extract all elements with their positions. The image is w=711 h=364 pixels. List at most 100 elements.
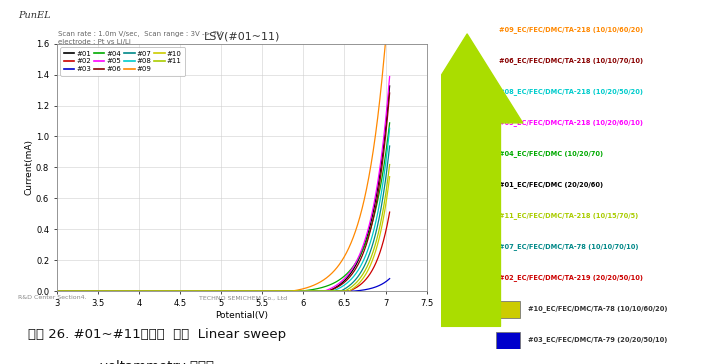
#09: [343, 249, 351, 253]
#04: [379, 169, 387, 173]
#03: [343, 289, 351, 293]
Text: #02_EC/FEC/DMC/TA-219 (20/20/50/10): #02_EC/FEC/DMC/TA-219 (20/20/50/10): [498, 274, 643, 281]
#10: [90, 289, 99, 293]
#08: [90, 289, 99, 293]
Text: TECHNO SEMICHEM Co., Ltd: TECHNO SEMICHEM Co., Ltd: [199, 295, 287, 300]
Line: #07: #07: [57, 146, 390, 291]
#09: [382, 34, 390, 38]
#07: [195, 289, 203, 293]
#11: [195, 289, 203, 293]
#07: [385, 144, 394, 148]
#05: [180, 289, 188, 293]
Text: #11_EC/FEC/DMC/TA-218 (10/15/70/5): #11_EC/FEC/DMC/TA-218 (10/15/70/5): [498, 212, 638, 219]
#02: [90, 289, 99, 293]
#04: [110, 289, 119, 293]
#04: [195, 289, 203, 293]
#05: [90, 289, 99, 293]
#08: [110, 289, 119, 293]
#03: [379, 281, 387, 286]
Text: #10_EC/FEC/DMC/TA-78 (10/10/60/20): #10_EC/FEC/DMC/TA-78 (10/10/60/20): [528, 305, 667, 312]
#03: [195, 289, 203, 293]
Legend: #01, #02, #03, #04, #05, #06, #07, #08, #09, #10, #11: #01, #02, #03, #04, #05, #06, #07, #08, …: [60, 47, 185, 76]
Text: voltammetry 그래프: voltammetry 그래프: [100, 360, 213, 364]
#05: [379, 141, 387, 145]
#08: [53, 289, 61, 293]
#11: [110, 289, 119, 293]
#01: [379, 148, 387, 152]
#07: [53, 289, 61, 293]
#10: [379, 218, 387, 222]
#07: [343, 285, 351, 289]
#01: [385, 84, 394, 88]
#02: [180, 289, 188, 293]
#11: [385, 162, 394, 167]
Y-axis label: Current(mA): Current(mA): [24, 139, 33, 195]
Line: #04: #04: [57, 123, 390, 291]
#01: [90, 289, 99, 293]
Text: #03_EC/FEC/DMC/TA-79 (20/20/50/10): #03_EC/FEC/DMC/TA-79 (20/20/50/10): [528, 336, 667, 343]
Line: #03: #03: [57, 278, 390, 291]
X-axis label: Potential(V): Potential(V): [215, 310, 268, 320]
Text: #09_EC/FEC/DMC/TA-218 (10/10/60/20): #09_EC/FEC/DMC/TA-218 (10/10/60/20): [498, 26, 643, 33]
Text: #07_EC/FEC/DMC/TA-78 (10/10/70/10): #07_EC/FEC/DMC/TA-78 (10/10/70/10): [498, 244, 638, 250]
#10: [53, 289, 61, 293]
Text: electrode : Pt vs Li/Li: electrode : Pt vs Li/Li: [58, 39, 131, 45]
#02: [110, 289, 119, 293]
Text: PunEL: PunEL: [18, 11, 50, 20]
#07: [90, 289, 99, 293]
#02: [343, 289, 351, 293]
#09: [90, 289, 99, 293]
#06: [110, 289, 119, 293]
#11: [343, 288, 351, 292]
#02: [53, 289, 61, 293]
#06: [180, 289, 188, 293]
Line: #02: #02: [57, 212, 390, 291]
Bar: [496, 301, 520, 318]
#08: [343, 281, 351, 285]
#07: [379, 194, 387, 198]
#06: [90, 289, 99, 293]
#01: [343, 276, 351, 280]
Line: #11: #11: [57, 165, 390, 291]
#04: [90, 289, 99, 293]
#05: [385, 74, 394, 79]
Text: #04_EC/FEC/DMC (10/20/70): #04_EC/FEC/DMC (10/20/70): [498, 150, 603, 157]
#03: [110, 289, 119, 293]
Text: R&D Center Section4.: R&D Center Section4.: [18, 295, 87, 300]
#03: [90, 289, 99, 293]
#07: [110, 289, 119, 293]
#06: [343, 277, 351, 282]
#11: [180, 289, 188, 293]
#02: [195, 289, 203, 293]
#03: [180, 289, 188, 293]
Line: #05: #05: [57, 76, 390, 291]
#11: [53, 289, 61, 293]
FancyArrowPatch shape: [412, 34, 523, 327]
#03: [53, 289, 61, 293]
Line: #08: #08: [57, 128, 390, 291]
Line: #06: #06: [57, 93, 390, 291]
#06: [385, 91, 394, 95]
#05: [195, 289, 203, 293]
#06: [53, 289, 61, 293]
Text: Scan rate : 1.0m V/sec,  Scan range : 3V -> 7V: Scan rate : 1.0m V/sec, Scan range : 3V …: [58, 31, 222, 37]
#02: [379, 240, 387, 244]
#05: [110, 289, 119, 293]
Text: #06_EC/FEC/DMC/TA-218 (10/10/70/10): #06_EC/FEC/DMC/TA-218 (10/10/70/10): [498, 57, 643, 64]
#04: [343, 271, 351, 276]
Text: 그림 26. #01~#11조성에  대한  Linear sweep: 그림 26. #01~#11조성에 대한 Linear sweep: [28, 328, 287, 341]
#07: [180, 289, 188, 293]
#09: [385, 34, 394, 38]
#10: [180, 289, 188, 293]
Text: #05_EC/FEC/DMC/TA-218 (10/20/60/10): #05_EC/FEC/DMC/TA-218 (10/20/60/10): [498, 119, 643, 126]
Line: #01: #01: [57, 86, 390, 291]
Title: LSV(#01~11): LSV(#01~11): [203, 32, 280, 41]
#01: [110, 289, 119, 293]
#08: [379, 180, 387, 184]
#09: [379, 66, 387, 70]
#09: [110, 289, 119, 293]
#03: [385, 276, 394, 281]
#04: [180, 289, 188, 293]
#09: [53, 289, 61, 293]
#05: [343, 273, 351, 278]
